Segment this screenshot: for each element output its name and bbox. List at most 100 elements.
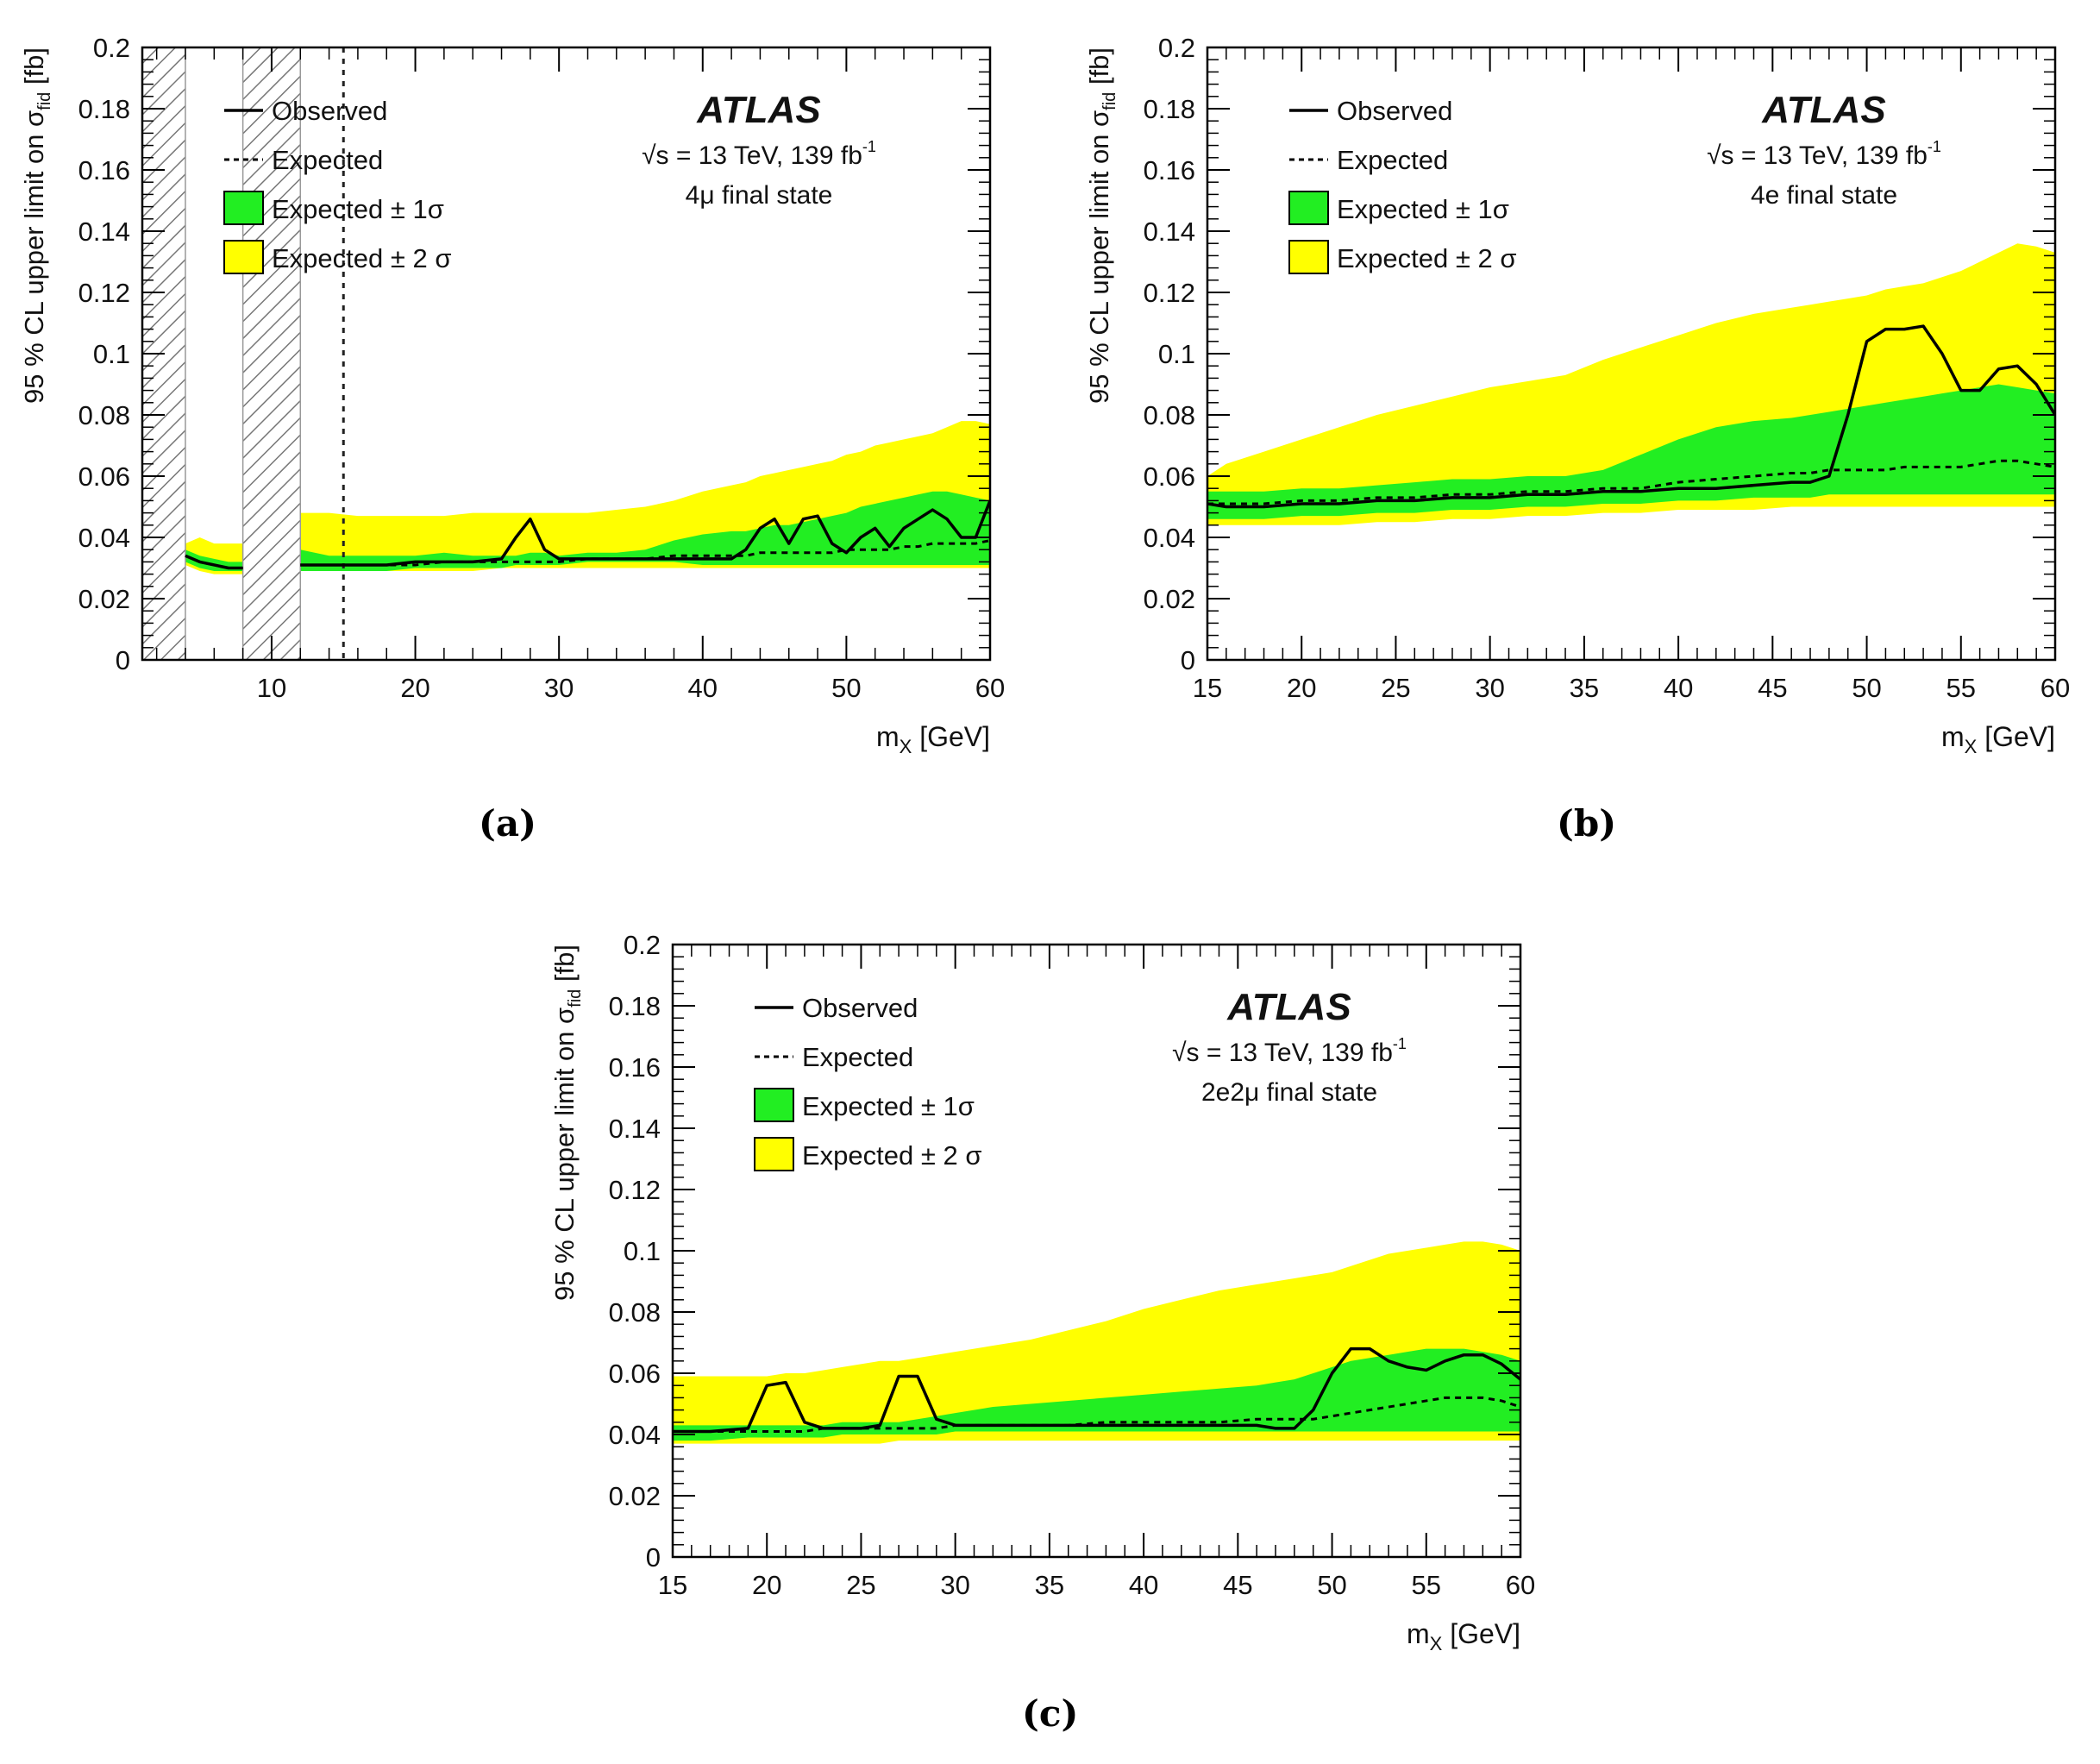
x-tick-label-0: 10 bbox=[257, 673, 286, 703]
caption-b: (b) bbox=[1557, 802, 1616, 844]
legend-1sigma-swatch bbox=[1288, 191, 1329, 225]
expected-line-seg0 bbox=[1207, 459, 2055, 505]
chart-a: 0 0.02 0.04 0.06 0.08 0.1 0.12 0.14 0.16 0.18 0.2 1… bbox=[19, 33, 1005, 757]
x-tick-label-3: 30 bbox=[940, 1570, 969, 1600]
legend-1sigma-swatch bbox=[223, 191, 264, 225]
legend-expected-label: Expected bbox=[272, 145, 383, 175]
caption-c-text: (c) bbox=[1022, 1692, 1079, 1735]
y-axis-label-sub: fid bbox=[566, 989, 585, 1008]
x-tick-label-9: 60 bbox=[2040, 673, 2070, 703]
legend-expected-label: Expected bbox=[802, 1042, 913, 1072]
y-tick-label-6: 0.12 bbox=[78, 278, 130, 308]
legend-1sigma-label: Expected ± 1σ bbox=[1337, 194, 1509, 224]
y-axis-label-unit: [fb] bbox=[549, 945, 580, 989]
legend-observed-label: Observed bbox=[802, 993, 918, 1023]
energy-lumi-sup: -1 bbox=[1393, 1035, 1407, 1052]
y-tick-label-7: 0.14 bbox=[78, 217, 130, 247]
caption-a-text: (a) bbox=[479, 802, 536, 844]
energy-lumi-label: √s = 13 TeV, 139 fb-1 bbox=[1707, 138, 1941, 170]
y-tick-label-10: 0.2 bbox=[624, 930, 661, 960]
legend-1sigma-swatch bbox=[754, 1088, 794, 1122]
x-tick-label-6: 45 bbox=[1758, 673, 1787, 703]
band-1sigma-seg0 bbox=[1207, 384, 2055, 519]
legend-2sigma-swatch bbox=[1288, 240, 1329, 274]
x-tick-label-2: 25 bbox=[846, 1570, 875, 1600]
y-tick-label-4: 0.08 bbox=[1144, 400, 1195, 430]
y-tick-label-5: 0.1 bbox=[624, 1236, 661, 1266]
energy-lumi-sup: -1 bbox=[862, 138, 876, 155]
atlas-label: ATLAS bbox=[1761, 89, 1885, 131]
y-tick-label-7: 0.14 bbox=[1144, 217, 1195, 247]
y-axis-label: 95 % CL upper limit on σfid [fb] bbox=[549, 945, 585, 1301]
y-tick-label-4: 0.08 bbox=[609, 1297, 661, 1328]
x-tick-label-2: 25 bbox=[1381, 673, 1410, 703]
x-tick-label-2: 30 bbox=[544, 673, 574, 703]
y-axis-label: 95 % CL upper limit on σfid [fb] bbox=[1084, 47, 1119, 404]
x-tick-label-7: 50 bbox=[1852, 673, 1881, 703]
x-tick-label-0: 15 bbox=[658, 1570, 687, 1600]
y-axis-label-sub: fid bbox=[1100, 92, 1119, 110]
chart-c: 0 0.02 0.04 0.06 0.08 0.1 0.12 0.14 0.16 0.18 0.2 1… bbox=[549, 930, 1535, 1654]
legend-observed-label: Observed bbox=[272, 96, 387, 126]
x-axis-label-unit: [GeV] bbox=[1977, 721, 2055, 752]
x-axis-label-sub: X bbox=[900, 736, 912, 757]
x-axis-label: mX [GeV] bbox=[1941, 721, 2055, 757]
x-tick-label-4: 35 bbox=[1570, 673, 1599, 703]
excluded-region-1 bbox=[242, 47, 301, 660]
energy-lumi-label: √s = 13 TeV, 139 fb-1 bbox=[642, 138, 876, 170]
x-axis-label-sub: X bbox=[1430, 1633, 1443, 1654]
y-tick-label-5: 0.1 bbox=[93, 339, 130, 369]
legend-2sigma-label: Expected ± 2 σ bbox=[802, 1140, 981, 1171]
y-tick-label-9: 0.18 bbox=[78, 94, 130, 124]
final-state-label: 2e2μ final state bbox=[1201, 1078, 1377, 1107]
final-state-label: 4μ final state bbox=[686, 181, 833, 210]
y-tick-label-9: 0.18 bbox=[609, 991, 661, 1021]
x-tick-label-8: 55 bbox=[1412, 1570, 1441, 1600]
x-axis-label-unit: [GeV] bbox=[912, 721, 990, 752]
observed-line-seg0 bbox=[185, 554, 243, 570]
chart-b: 0 0.02 0.04 0.06 0.08 0.1 0.12 0.14 0.16 0.18 0.2 1… bbox=[1084, 33, 2070, 757]
y-tick-label-6: 0.12 bbox=[609, 1175, 661, 1205]
y-tick-label-0: 0 bbox=[1181, 645, 1195, 675]
x-tick-label-4: 50 bbox=[831, 673, 861, 703]
x-tick-label-1: 20 bbox=[1287, 673, 1316, 703]
legend-expected-label: Expected bbox=[1337, 145, 1448, 175]
y-tick-label-3: 0.06 bbox=[78, 461, 130, 492]
y-tick-label-0: 0 bbox=[116, 645, 130, 675]
final-state-label: 4e final state bbox=[1751, 181, 1897, 210]
y-axis-label: 95 % CL upper limit on σfid [fb] bbox=[19, 47, 54, 404]
x-tick-label-1: 20 bbox=[752, 1570, 781, 1600]
x-tick-label-5: 60 bbox=[975, 673, 1005, 703]
y-axis-label-unit: [fb] bbox=[19, 47, 49, 92]
y-tick-label-1: 0.02 bbox=[78, 584, 130, 614]
chart-panel-a: 0 0.02 0.04 0.06 0.08 0.1 0.12 0.14 0.16 0.18 0.2 1… bbox=[0, 0, 1035, 759]
x-tick-label-3: 30 bbox=[1475, 673, 1504, 703]
y-tick-label-3: 0.06 bbox=[609, 1359, 661, 1389]
plot-area bbox=[1207, 243, 2055, 525]
x-tick-label-0: 15 bbox=[1193, 673, 1222, 703]
x-tick-label-7: 50 bbox=[1317, 1570, 1346, 1600]
caption-a: (a) bbox=[479, 802, 536, 844]
x-tick-label-4: 35 bbox=[1035, 1570, 1064, 1600]
observed-line-seg0 bbox=[1207, 324, 2055, 509]
x-tick-label-3: 40 bbox=[688, 673, 718, 703]
x-axis-label: mX [GeV] bbox=[1407, 1618, 1520, 1654]
caption-c: (c) bbox=[1022, 1692, 1078, 1735]
observed-line-seg0 bbox=[673, 1347, 1520, 1434]
legend-2sigma-label: Expected ± 2 σ bbox=[272, 243, 451, 273]
y-tick-label-8: 0.16 bbox=[78, 155, 130, 185]
energy-lumi-sup: -1 bbox=[1928, 138, 1941, 155]
x-axis-label-sub: X bbox=[1965, 736, 1978, 757]
band-1sigma-seg0 bbox=[673, 1348, 1520, 1441]
x-axis-label: mX [GeV] bbox=[876, 721, 990, 757]
y-tick-label-2: 0.04 bbox=[1144, 523, 1195, 553]
y-tick-label-0: 0 bbox=[646, 1542, 661, 1573]
y-axis-label-unit: [fb] bbox=[1084, 47, 1114, 92]
y-tick-label-3: 0.06 bbox=[1144, 461, 1195, 492]
observed-line-seg1 bbox=[300, 499, 990, 567]
y-tick-label-8: 0.16 bbox=[609, 1052, 661, 1083]
x-tick-label-8: 55 bbox=[1946, 673, 1976, 703]
x-tick-label-5: 40 bbox=[1129, 1570, 1158, 1600]
legend-2sigma-swatch bbox=[223, 240, 264, 274]
y-tick-label-5: 0.1 bbox=[1158, 339, 1195, 369]
